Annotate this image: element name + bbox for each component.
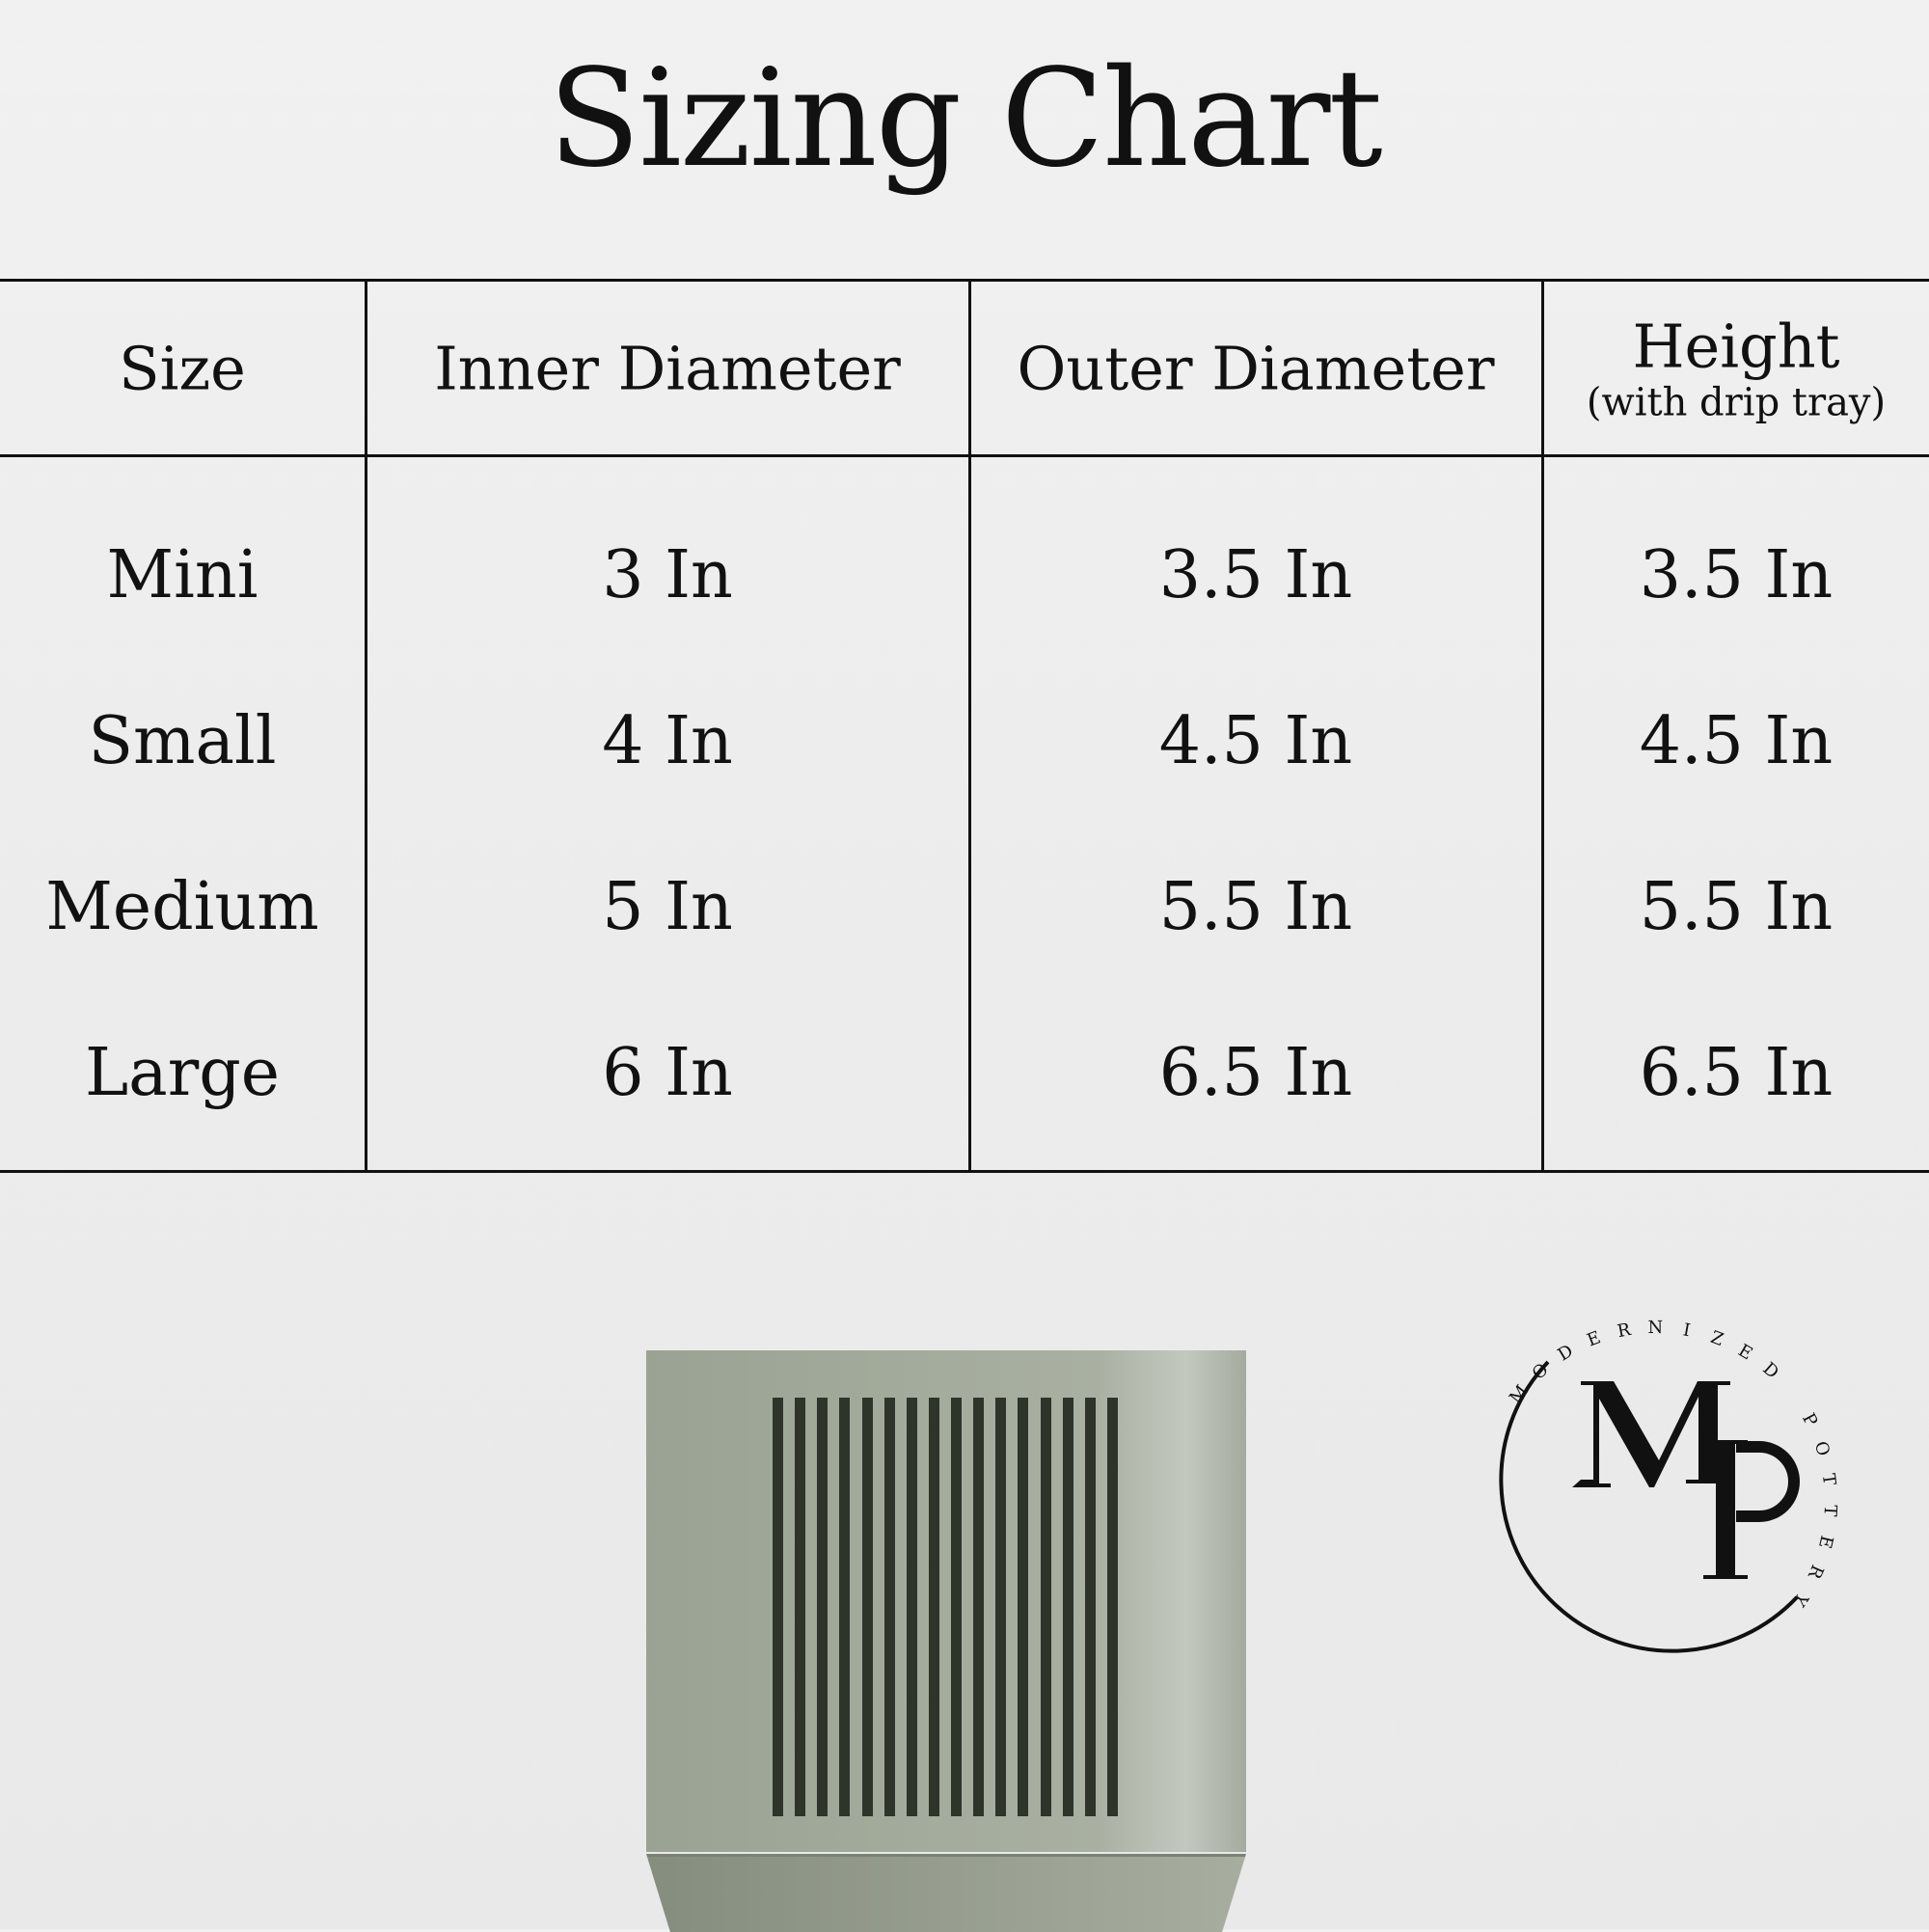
vent-slot: [861, 1398, 873, 1816]
logo-ring-letter: E: [1734, 1341, 1755, 1365]
logo-ring-letter: N: [1647, 1318, 1663, 1338]
column-divider: [365, 280, 367, 1172]
measurement-cell: 5 In: [602, 868, 733, 945]
header-divider: [0, 454, 1929, 457]
logo-ring-letter: R: [1616, 1320, 1633, 1342]
vent-slot: [1106, 1398, 1118, 1816]
logo-monogram-p: [1703, 1440, 1800, 1579]
logo-ring-letter: R: [1804, 1562, 1828, 1582]
measurement-cell: 3.5 In: [1158, 536, 1353, 613]
header-height-sublabel: (with drip tray): [1586, 380, 1887, 425]
planter-pot-image: [646, 1350, 1246, 1852]
header-inner-diameter: Inner Diameter: [434, 333, 901, 404]
logo-ring: [1499, 1360, 1799, 1653]
column-divider: [968, 280, 971, 1172]
header-height: Height (with drip tray): [1543, 311, 1929, 425]
measurement-cell: 5.5 In: [1158, 868, 1353, 945]
pot-vent-slots: [773, 1398, 1118, 1816]
logo-ring-letter: Y: [1788, 1588, 1812, 1610]
vent-slot: [839, 1398, 851, 1816]
logo-ring-letter: D: [1555, 1341, 1577, 1365]
logo-ring-letter: P: [1798, 1410, 1821, 1430]
table-top-border: [0, 279, 1929, 282]
measurement-cell: 3 In: [602, 536, 733, 613]
logo-ring-letter: T: [1820, 1505, 1841, 1517]
column-divider: [1541, 280, 1544, 1172]
vent-slot: [817, 1398, 829, 1816]
size-name-cell: Large: [85, 1034, 280, 1111]
vent-slot: [883, 1398, 895, 1816]
vent-slot: [951, 1398, 962, 1816]
vent-slot: [1040, 1398, 1051, 1816]
logo-ring-letter: E: [1814, 1534, 1836, 1551]
logo-ring-letter: T: [1818, 1472, 1839, 1486]
size-name-cell: Small: [88, 702, 277, 779]
header-height-label: Height: [1632, 311, 1840, 382]
logo-ring-letter: D: [1758, 1358, 1782, 1382]
measurement-cell: 6.5 In: [1639, 1034, 1834, 1111]
table-bottom-border: [0, 1170, 1929, 1173]
vent-slot: [928, 1398, 939, 1816]
measurement-cell: 4.5 In: [1639, 702, 1834, 779]
logo-ring-letter: O: [1810, 1439, 1834, 1458]
vent-slot: [906, 1398, 917, 1816]
measurement-cell: 4.5 In: [1158, 702, 1353, 779]
measurement-cell: 6.5 In: [1158, 1034, 1353, 1111]
page-title: Sizing Chart: [548, 41, 1382, 198]
logo-monogram-m: [1572, 1381, 1730, 1487]
logo-ring-letter: E: [1585, 1327, 1604, 1350]
vent-slot: [1084, 1398, 1096, 1816]
vent-slot: [1062, 1398, 1073, 1816]
vent-slot: [973, 1398, 985, 1816]
header-size: Size: [119, 333, 246, 404]
measurement-cell: 5.5 In: [1639, 868, 1834, 945]
logo-ring-letter: I: [1681, 1320, 1692, 1341]
size-name-cell: Medium: [45, 868, 319, 945]
vent-slot: [995, 1398, 1007, 1816]
measurement-cell: 6 In: [602, 1034, 733, 1111]
logo-ring-letter: Z: [1708, 1327, 1726, 1350]
measurement-cell: 3.5 In: [1639, 536, 1834, 613]
size-name-cell: Mini: [106, 536, 258, 613]
vent-slot: [773, 1398, 783, 1816]
vent-slot: [795, 1398, 806, 1816]
planter-drip-tray: [646, 1854, 1246, 1932]
vent-slot: [1018, 1398, 1029, 1816]
measurement-cell: 4 In: [602, 702, 733, 779]
header-outer-diameter: Outer Diameter: [1017, 333, 1495, 404]
